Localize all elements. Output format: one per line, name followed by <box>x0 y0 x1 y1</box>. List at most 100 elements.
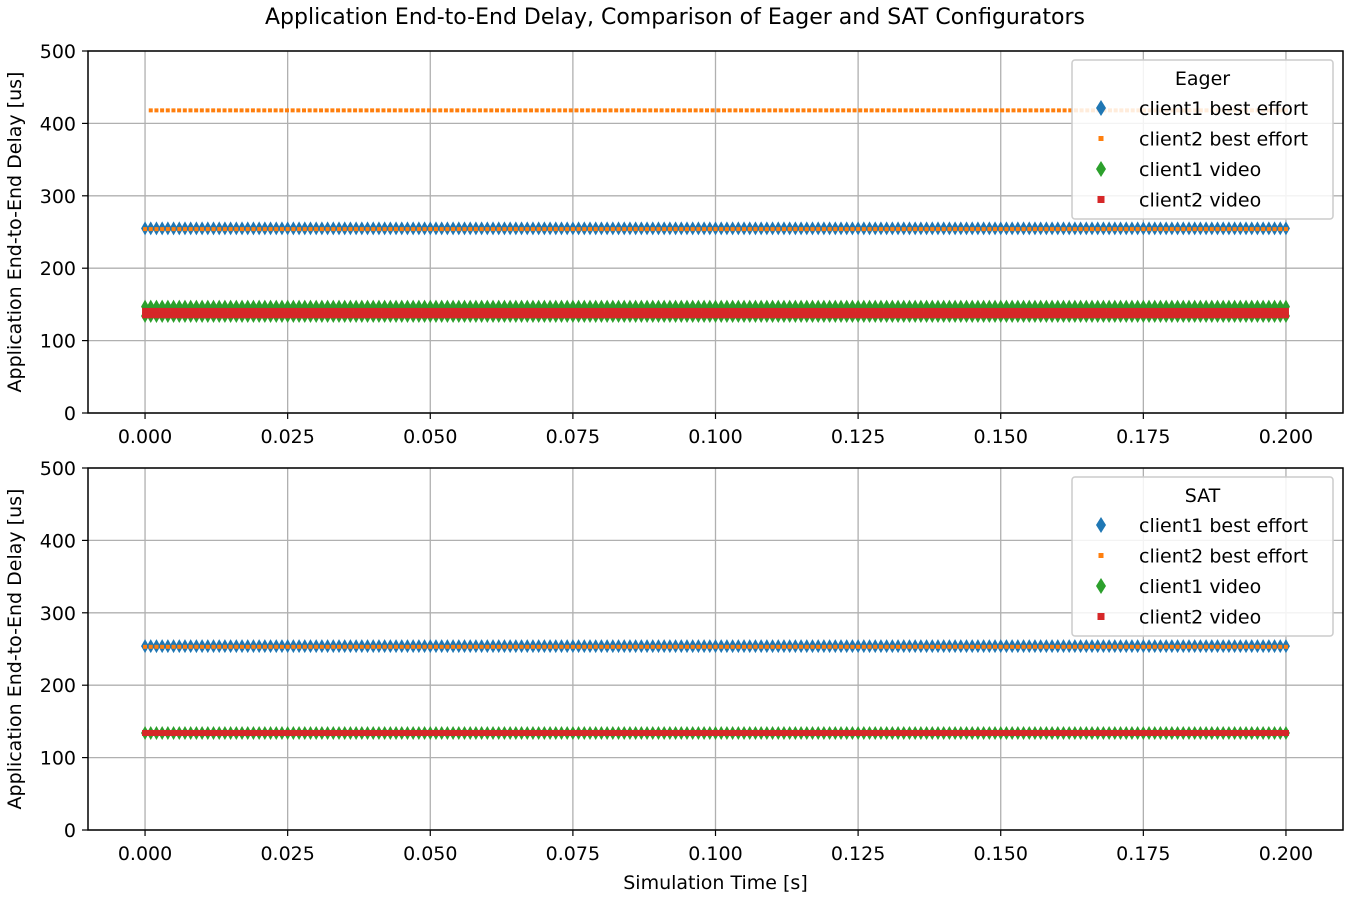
data-point <box>615 312 622 319</box>
data-point <box>519 644 524 649</box>
data-point <box>1128 729 1135 736</box>
data-point <box>769 307 776 314</box>
data-point <box>843 307 850 314</box>
data-point <box>181 729 188 736</box>
legend-label: client2 video <box>1139 190 1261 212</box>
x-tick-label: 0.150 <box>974 843 1028 865</box>
data-point <box>877 729 884 736</box>
data-point <box>421 108 426 113</box>
data-point <box>803 312 810 319</box>
data-point <box>171 108 176 113</box>
data-point <box>257 227 262 232</box>
data-point <box>354 227 359 232</box>
data-point <box>148 644 153 649</box>
data-point <box>997 729 1004 736</box>
data-point <box>588 227 592 232</box>
data-point <box>877 307 884 314</box>
data-point <box>564 729 571 736</box>
data-point <box>875 108 880 113</box>
data-point <box>940 307 947 314</box>
data-point <box>284 312 291 319</box>
data-point <box>1106 312 1113 319</box>
data-point <box>244 312 251 319</box>
data-point <box>227 307 234 314</box>
data-point <box>781 227 786 232</box>
data-point <box>1034 108 1039 113</box>
data-point <box>622 644 627 649</box>
data-point <box>461 307 468 314</box>
data-point <box>159 729 166 736</box>
data-point <box>992 312 999 319</box>
data-point <box>428 227 433 232</box>
data-point <box>1037 729 1044 736</box>
data-point <box>404 307 411 314</box>
chart-panel-2: 0.000 0.025 0.050 0.075 0.100 0.125 0.150 0.175… <box>4 458 1344 894</box>
data-point <box>670 108 675 113</box>
data-point <box>204 729 211 736</box>
data-point <box>998 227 1003 232</box>
data-point <box>746 729 753 736</box>
data-point <box>1010 227 1015 232</box>
x-tick-label: 0.150 <box>974 426 1028 448</box>
data-point <box>889 307 896 314</box>
data-point <box>763 312 770 319</box>
data-point <box>1056 108 1061 113</box>
data-point <box>924 644 929 649</box>
data-point <box>398 312 405 319</box>
data-point <box>1009 729 1016 736</box>
data-point <box>1208 312 1215 319</box>
data-point <box>490 729 497 736</box>
y-tick-label: 0 <box>64 820 76 842</box>
data-point <box>727 108 732 113</box>
data-point <box>849 307 856 314</box>
data-point <box>1255 644 1260 649</box>
x-tick-label: 0.050 <box>403 843 457 865</box>
data-point <box>460 108 465 113</box>
data-point <box>1106 307 1113 314</box>
data-point <box>278 312 285 319</box>
data-point <box>820 729 827 736</box>
data-point <box>742 227 747 232</box>
data-point <box>1077 307 1084 314</box>
data-point <box>1146 312 1153 319</box>
data-point <box>165 108 170 113</box>
data-point <box>971 108 976 113</box>
data-point <box>307 312 314 319</box>
legend-label: client1 video <box>1139 159 1261 181</box>
data-point <box>387 307 394 314</box>
data-point <box>735 729 742 736</box>
data-point <box>784 108 789 113</box>
data-point <box>479 644 484 649</box>
data-point <box>217 644 222 649</box>
data-point <box>844 227 849 232</box>
data-point <box>764 644 769 649</box>
data-point <box>1232 644 1237 649</box>
data-point <box>826 312 833 319</box>
data-point <box>1255 227 1260 232</box>
data-point <box>739 108 744 113</box>
data-point <box>1020 729 1027 736</box>
data-point <box>490 307 497 314</box>
data-point <box>706 729 713 736</box>
x-axis-label: Simulation Time [s] <box>623 872 808 894</box>
data-point <box>552 312 559 319</box>
data-point <box>1071 729 1078 736</box>
data-point <box>958 644 963 649</box>
data-point <box>432 108 437 113</box>
data-point <box>1118 644 1123 649</box>
data-point <box>525 644 530 649</box>
data-point <box>422 644 427 649</box>
data-point <box>946 312 953 319</box>
data-point <box>832 729 839 736</box>
data-point <box>375 307 382 314</box>
data-point <box>724 227 729 232</box>
data-point <box>1050 227 1055 232</box>
data-point <box>261 307 268 314</box>
x-tick-label: 0.100 <box>688 426 742 448</box>
data-point <box>609 307 616 314</box>
y-tick-label: 100 <box>40 331 76 353</box>
data-point <box>365 644 370 649</box>
data-point <box>1266 644 1271 649</box>
data-point <box>722 108 727 113</box>
data-point <box>205 227 210 232</box>
